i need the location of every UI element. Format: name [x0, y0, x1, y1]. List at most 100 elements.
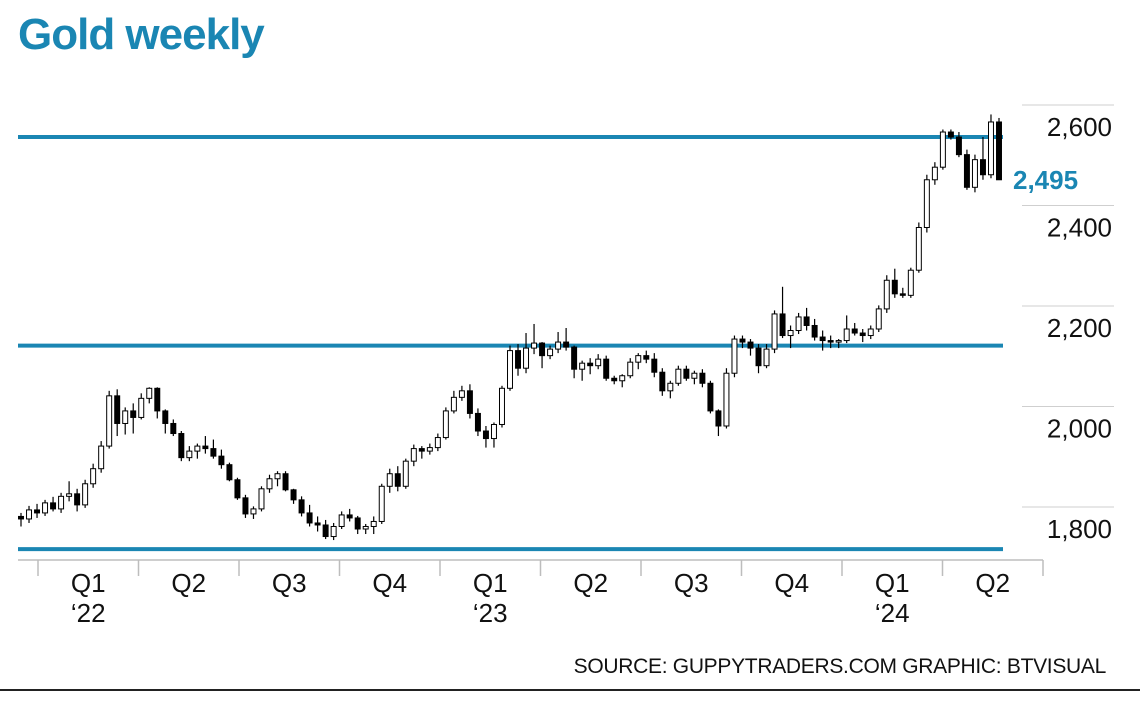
- y-tick-label: 2,000: [1047, 414, 1112, 444]
- candle-body-up: [458, 390, 465, 398]
- candle: [531, 323, 538, 355]
- candle: [442, 407, 449, 440]
- candle-body-up: [138, 397, 145, 418]
- candle: [154, 387, 161, 419]
- candle: [394, 466, 401, 492]
- candle-body-up: [595, 358, 602, 367]
- candle: [114, 389, 121, 437]
- candle: [82, 479, 89, 508]
- candle: [563, 328, 570, 351]
- candle-body-down: [611, 377, 618, 382]
- candle-body-up: [402, 460, 409, 487]
- candle-body-up: [875, 308, 882, 330]
- candle-body-down: [50, 502, 57, 510]
- candle: [603, 355, 610, 381]
- candle-body-up: [498, 387, 505, 425]
- candle-body-down: [571, 346, 578, 370]
- candle: [162, 409, 169, 434]
- candle: [450, 390, 457, 414]
- candle-body-down: [474, 412, 481, 432]
- candle-body-up: [370, 520, 377, 527]
- y-tick-label: 2,200: [1047, 313, 1112, 343]
- candle-body-down: [827, 340, 834, 343]
- candle: [507, 345, 513, 391]
- candle: [675, 365, 682, 386]
- candle: [250, 506, 257, 519]
- candle: [34, 503, 41, 518]
- candle: [635, 353, 642, 370]
- bottom-rule: [0, 689, 1140, 691]
- candle-body-up: [771, 313, 778, 350]
- candle-body-down: [707, 382, 714, 412]
- candle-body-down: [755, 347, 762, 367]
- candle: [827, 335, 834, 349]
- candle-body-up: [723, 372, 730, 427]
- candle: [971, 154, 978, 193]
- x-quarter-label: Q3: [272, 568, 307, 598]
- candle: [90, 463, 97, 488]
- candle: [178, 431, 185, 462]
- candle: [322, 519, 329, 540]
- candle: [923, 174, 930, 233]
- candle-body-down: [699, 372, 706, 384]
- candle: [571, 345, 578, 379]
- candle: [843, 315, 850, 344]
- candle: [523, 333, 530, 374]
- candle: [595, 354, 602, 370]
- candle-body-down: [515, 350, 522, 369]
- candle: [58, 492, 65, 513]
- candle-body-down: [290, 489, 297, 501]
- candle-body-down: [114, 395, 121, 424]
- candle: [482, 425, 489, 448]
- candle: [627, 358, 634, 379]
- candle-body-down: [170, 422, 177, 435]
- candle: [763, 344, 770, 369]
- candle-body-up: [194, 445, 201, 452]
- candle: [987, 114, 994, 179]
- x-quarter-label: Q1: [875, 568, 910, 598]
- candle: [42, 499, 49, 516]
- candle-body-down: [130, 410, 137, 418]
- candle-body-down: [346, 514, 353, 519]
- candle-body-up: [531, 342, 538, 349]
- candle-body-up: [787, 330, 794, 337]
- candle: [466, 384, 473, 419]
- x-year-label: ‘23: [473, 598, 508, 628]
- candle: [771, 310, 778, 354]
- candle-body-up: [490, 423, 497, 440]
- candle-body-down: [955, 136, 962, 156]
- candle: [138, 393, 145, 420]
- source-credit: SOURCE: GUPPYTRADERS.COM GRAPHIC: BTVISU…: [573, 655, 1107, 678]
- candle-body-up: [378, 485, 385, 522]
- candle: [619, 374, 626, 388]
- candle-body-down: [979, 159, 986, 176]
- y-tick-label: 1,800: [1047, 514, 1112, 544]
- candle: [587, 358, 594, 375]
- candle-body-down: [314, 522, 321, 526]
- candle: [74, 488, 81, 512]
- candle: [218, 449, 225, 469]
- candle: [338, 511, 345, 529]
- candle: [426, 443, 433, 455]
- last-price-label: 2,495: [1013, 165, 1078, 195]
- candle-body-down: [659, 371, 666, 392]
- candle: [458, 385, 465, 401]
- candle-body-down: [282, 473, 289, 491]
- x-year-label: ‘22: [71, 598, 106, 628]
- candle: [779, 286, 786, 339]
- candle-body-down: [683, 368, 690, 379]
- candle: [386, 468, 393, 493]
- candle: [298, 496, 305, 517]
- x-quarter-label: Q3: [674, 568, 709, 598]
- candle-body-down: [715, 410, 722, 427]
- candle: [539, 342, 546, 369]
- candle: [474, 408, 481, 437]
- candle-body-down: [242, 497, 249, 515]
- candle: [859, 329, 866, 343]
- candle: [282, 471, 289, 492]
- candle: [915, 222, 922, 273]
- candle: [979, 137, 986, 180]
- x-quarter-label: Q1: [71, 568, 106, 598]
- candle: [202, 436, 209, 454]
- candle-body-down: [18, 515, 24, 520]
